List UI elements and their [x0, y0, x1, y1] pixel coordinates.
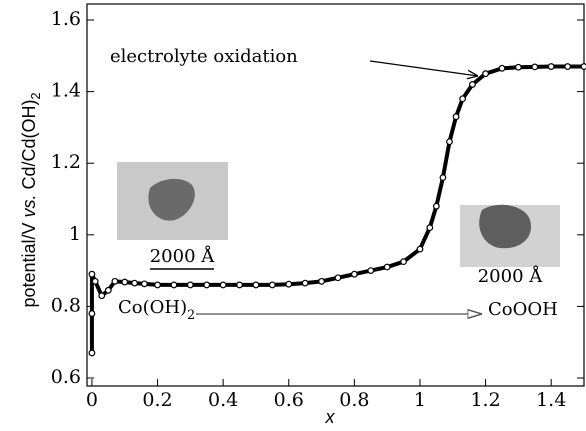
annotation-part: 2 [187, 307, 195, 322]
annotation-part: CoOOH [488, 299, 558, 320]
data-point [416, 245, 424, 253]
data-point [131, 279, 138, 287]
data-point [482, 70, 489, 78]
y-axis-label-part: Cd/Cd(OH) [19, 99, 39, 194]
data-point [452, 113, 460, 121]
data-point [88, 310, 96, 317]
data-point [531, 63, 539, 71]
data-point [432, 202, 440, 210]
data-point [439, 174, 447, 181]
data-point [400, 258, 407, 266]
annotation-part: Co(OH) [118, 297, 187, 318]
data-point [170, 281, 178, 289]
x-tick-label: 0.8 [339, 389, 369, 411]
annotation-part: 2000 Å [150, 245, 216, 267]
inset-image [117, 162, 228, 270]
annotation: electrolyte oxidation [110, 46, 298, 67]
data-point [236, 281, 243, 289]
data-point [104, 286, 112, 294]
x-tick-label: 0.6 [274, 389, 304, 411]
annotation: Co(OH)2 [118, 297, 195, 322]
data-point [111, 277, 119, 285]
data-point [219, 281, 227, 289]
y-axis-label-part: vs. [19, 194, 39, 217]
y-tick-label: 0.6 [51, 366, 81, 388]
y-tick-label: 1.4 [51, 80, 81, 102]
annotation-part: electrolyte oxidation [110, 46, 298, 67]
data-point [426, 224, 434, 232]
data-point [459, 95, 467, 103]
annotation: CoOOH [488, 299, 558, 320]
data-point [383, 263, 391, 271]
data-point [446, 138, 453, 146]
annotation-arrow [369, 60, 478, 76]
x-tick-label: 0.2 [142, 389, 172, 411]
data-point [88, 270, 96, 278]
x-tick-label: 1.4 [536, 389, 566, 411]
inset-image [460, 204, 560, 267]
data-point [350, 270, 358, 278]
y-tick-label: 1 [69, 223, 81, 245]
y-tick-label: 0.8 [51, 294, 81, 316]
data-point [154, 281, 161, 289]
data-point [318, 277, 325, 285]
y-axis-label-part: potential/V [19, 217, 39, 307]
y-axis-label-part: 2 [29, 92, 43, 99]
data-point [334, 274, 342, 282]
data-point [98, 292, 106, 300]
data-point [580, 63, 586, 70]
data-point [91, 277, 99, 285]
x-axis-label: x [325, 407, 336, 426]
y-tick-label: 1.6 [51, 8, 81, 30]
y-axis-label: potential/V vs. Cd/Cd(OH)2 [19, 92, 44, 307]
x-tick-label: 0.4 [208, 389, 238, 411]
annotation: 2000 Å [150, 245, 216, 267]
annotation-part: 2000 Å [478, 265, 544, 287]
data-point [469, 81, 476, 88]
data-point [514, 63, 522, 71]
x-tick-label: 1.2 [470, 389, 500, 411]
data-point [88, 349, 96, 357]
annotation: 2000 Å [478, 265, 544, 287]
x-tick-label: 0 [86, 389, 98, 411]
data-point [141, 280, 148, 288]
data-point [547, 63, 555, 70]
data-point [564, 63, 571, 70]
y-tick-label: 1.2 [51, 151, 81, 173]
x-tick-label: 1 [414, 389, 426, 411]
data-point [186, 281, 194, 289]
plot-frame [86, 3, 585, 387]
data-point [498, 64, 506, 72]
data-point [268, 281, 276, 289]
data-point [121, 278, 129, 286]
data-point [252, 281, 260, 289]
data-point [367, 267, 375, 275]
data-point [301, 279, 309, 287]
data-point [203, 281, 211, 289]
data-point [285, 280, 293, 288]
